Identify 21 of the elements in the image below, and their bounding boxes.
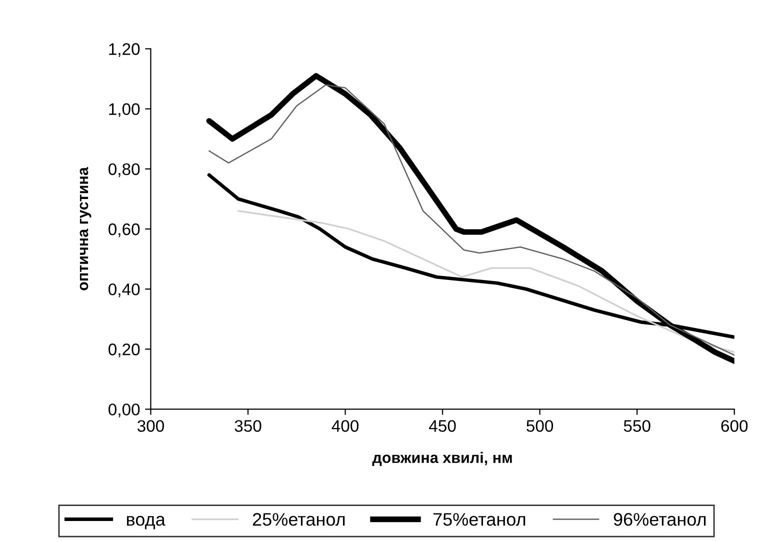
- x-tick-label: 400: [332, 420, 359, 432]
- y-tick-label: 0,80: [108, 163, 140, 178]
- legend-label: 96%етанол: [614, 513, 706, 526]
- x-axis-title: довжина хвилі, нм: [372, 452, 512, 466]
- x-tick-label: 350: [234, 420, 262, 432]
- y-tick-label: 1,20: [109, 43, 140, 57]
- x-tick-label: 300: [137, 420, 164, 432]
- legend-label: 25%етанол: [252, 513, 345, 526]
- y-tick-label: 0,00: [108, 404, 140, 418]
- y-tick-label: 0,60: [108, 223, 140, 238]
- y-tick-label: 0,20: [108, 344, 140, 358]
- x-tick-label: 500: [526, 420, 554, 432]
- x-tick-label: 600: [721, 420, 748, 432]
- y-tick-label: 1,00: [109, 103, 140, 118]
- line-series: [237, 210, 734, 353]
- y-tick-label: 0,40: [108, 283, 140, 298]
- x-tick-label: 550: [624, 420, 650, 432]
- legend-label: вода: [127, 516, 166, 530]
- y-axis-title: оптична густина: [80, 166, 92, 290]
- x-tick-label: 450: [429, 420, 456, 432]
- legend-label: 75%етанол: [433, 513, 526, 526]
